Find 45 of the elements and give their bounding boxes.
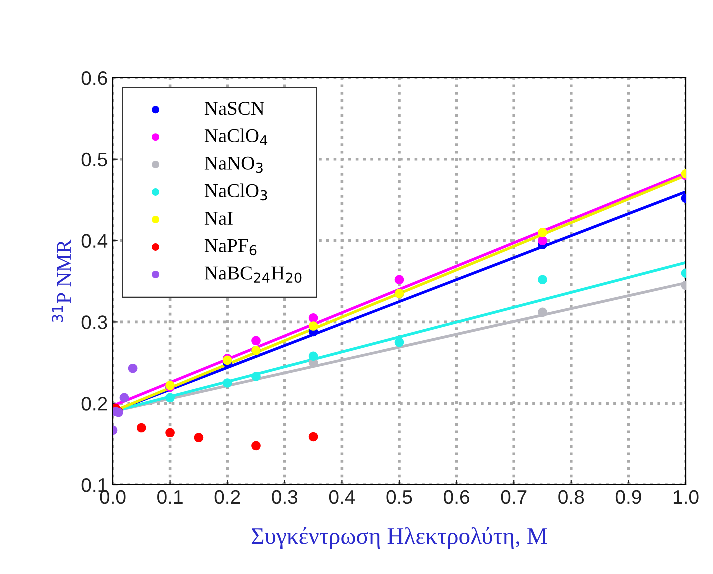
x-axis-title: Συγκέντρωση Ηλεκτρολύτη, M xyxy=(252,527,548,550)
point xyxy=(538,236,548,246)
x-tick-label: 0.6 xyxy=(444,490,470,504)
point xyxy=(120,393,130,403)
point xyxy=(128,364,138,374)
legend-label: NaI xyxy=(204,212,233,226)
point xyxy=(538,275,548,285)
legend-label: NaClO$_{3}$ xyxy=(204,184,268,201)
y-tick-label: 0.6 xyxy=(82,71,108,86)
y-axis-title: $^{31}$P NMR xyxy=(52,240,71,322)
x-tick-label: 0.5 xyxy=(386,490,412,504)
legend-label: NaClO$_{4}$ xyxy=(204,128,268,146)
y-tick-label: 0.1 xyxy=(82,478,108,492)
x-tick-label: 0.9 xyxy=(616,490,642,504)
point xyxy=(308,322,318,331)
point xyxy=(308,313,318,323)
point xyxy=(394,275,404,285)
point xyxy=(252,441,261,451)
point xyxy=(136,423,146,433)
legend-label: NaNO$_{3}$ xyxy=(204,156,263,174)
legend-label: NaBC$_{24}$H$_{20}$ xyxy=(204,266,302,284)
point xyxy=(308,352,318,362)
legend-label: NaSCN xyxy=(204,102,264,116)
y-tick-label: 0.2 xyxy=(82,397,108,411)
x-tick-label: 0.7 xyxy=(501,490,527,504)
legend-label: NaPF$_{6}$ xyxy=(204,239,257,256)
x-tick-label: 0.3 xyxy=(272,490,298,504)
point xyxy=(394,338,404,348)
point xyxy=(166,393,175,403)
point xyxy=(538,308,548,318)
y-tick-label: 0.5 xyxy=(82,152,108,167)
y-tick-label: 0.3 xyxy=(82,316,108,330)
x-tick-label: 0.2 xyxy=(214,490,240,504)
point xyxy=(308,432,318,442)
x-tick-label: 0.4 xyxy=(329,490,356,504)
x-tick-label: 0.1 xyxy=(158,490,183,504)
point xyxy=(538,228,548,238)
point xyxy=(252,336,261,346)
point xyxy=(194,433,204,442)
x-tick-label: 0.8 xyxy=(558,490,584,504)
point xyxy=(166,428,175,438)
point xyxy=(252,372,261,382)
text: 1.0 xyxy=(674,490,699,504)
y-tick-label: 0.4 xyxy=(82,234,108,248)
point xyxy=(222,378,232,388)
